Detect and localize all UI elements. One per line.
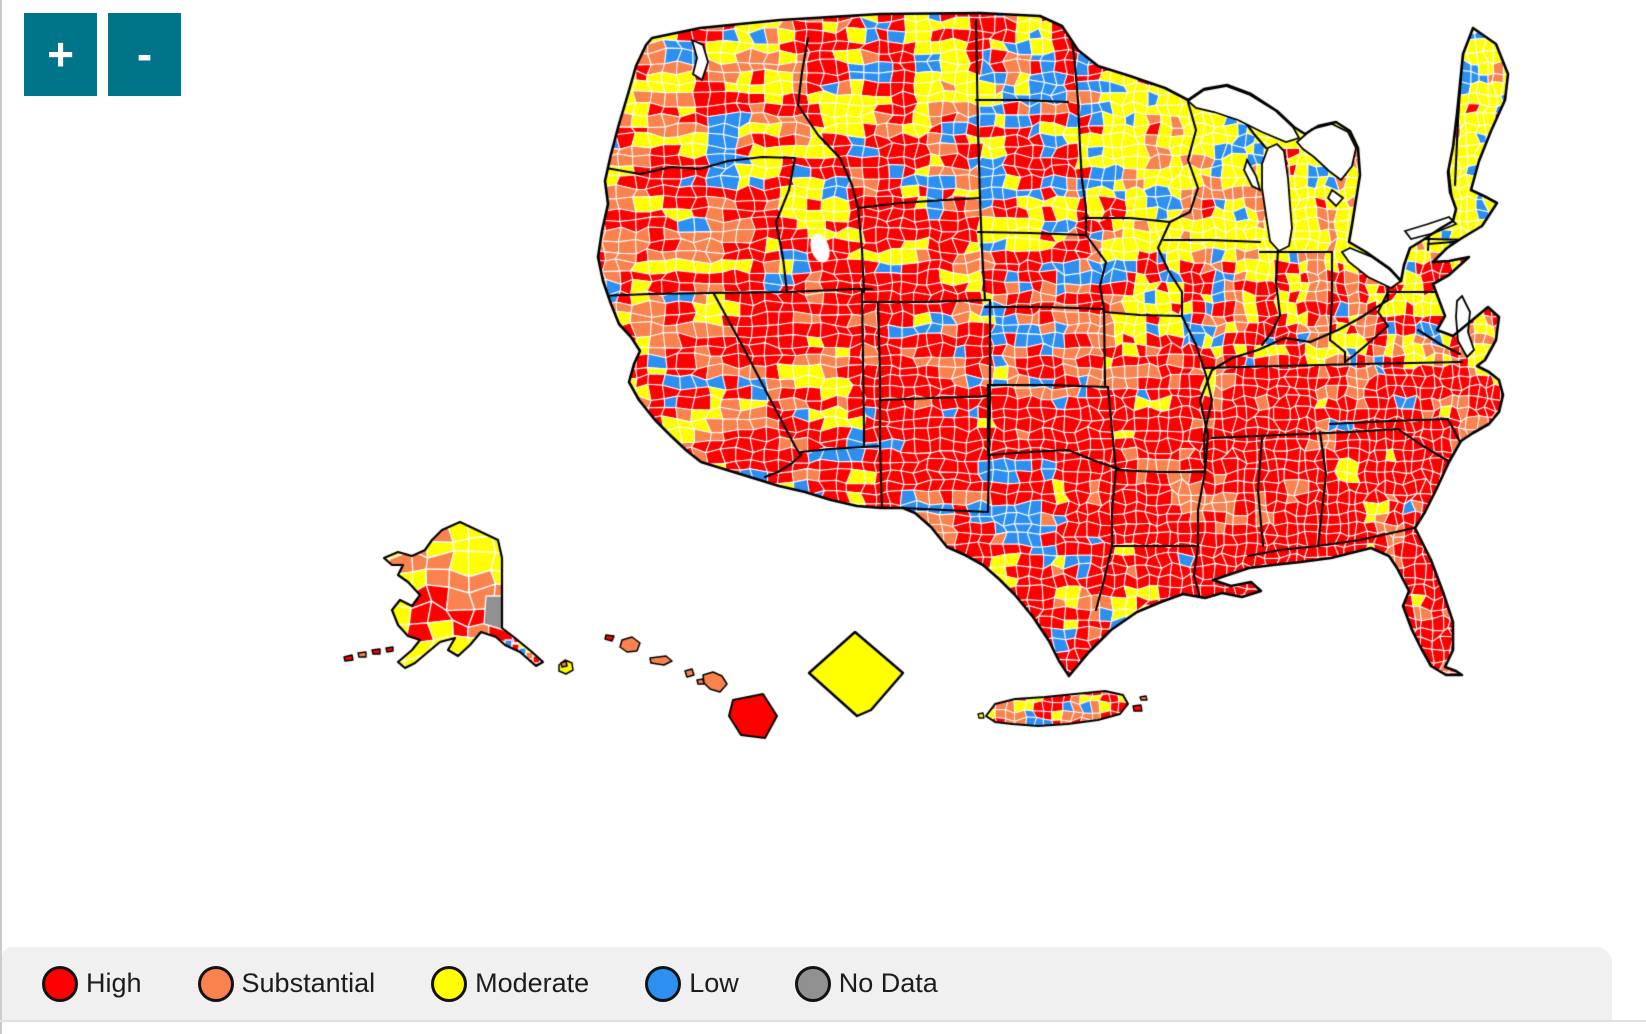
zoom-in-button[interactable]: + (24, 13, 97, 96)
legend-swatch-high-icon (42, 965, 78, 1002)
legend-label-high: High (86, 968, 142, 998)
legend-swatch-low-icon (645, 965, 682, 1002)
legend-item-high: High (42, 965, 142, 1002)
legend-swatch-substantial-icon (197, 965, 234, 1002)
zoom-out-button[interactable]: - (108, 13, 181, 96)
legend-item-moderate: Moderate (431, 965, 590, 1002)
legend-label-moderate: Moderate (475, 968, 590, 998)
map-legend: High Substantial Moderate Low No Data (2, 947, 1612, 1020)
legend-swatch-moderate-icon (431, 965, 468, 1002)
legend-bottom-divider (0, 1020, 1646, 1022)
legend-item-low: Low (645, 965, 739, 1002)
legend-label-no-data: No Data (838, 968, 938, 998)
legend-item-no-data: No Data (794, 965, 938, 1002)
zoom-controls: + - (24, 13, 181, 96)
legend-label-low: Low (689, 968, 739, 998)
viewport-left-border (0, 0, 2, 1034)
legend-item-substantial: Substantial (197, 965, 376, 1002)
legend-swatch-no-data-icon (794, 965, 831, 1002)
legend-label-substantial: Substantial (241, 968, 376, 998)
